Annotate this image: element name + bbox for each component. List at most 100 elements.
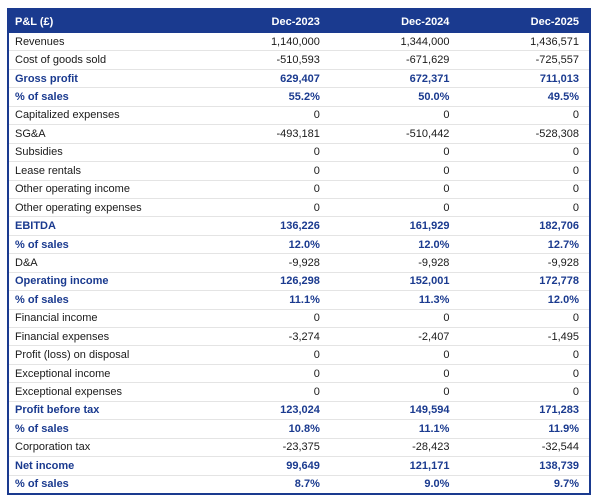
cell-value: 0 (572, 183, 579, 196)
table-row: % of sales 10.8% 11.1% 11.9% (9, 420, 589, 439)
cell-value: 0 (313, 312, 320, 325)
cell-value: 11.1% (289, 293, 320, 306)
cell-value: 0 (443, 146, 450, 159)
table-body: Revenues 1,140,000 1,344,000 1,436,571 Cost … (9, 33, 589, 493)
cell-value: 672,371 (409, 72, 450, 85)
table-row: Lease rentals 0 0 0 (9, 162, 589, 181)
cell-value: 0 (443, 183, 450, 196)
cell-value: 0 (313, 386, 320, 399)
cell-value: 136,226 (280, 220, 320, 233)
cell-value: -510,593 (276, 54, 320, 67)
row-label: % of sales (15, 422, 69, 435)
row-label: Financial income (15, 312, 98, 325)
cell-value: 0 (572, 349, 579, 362)
table-row: Gross profit 629,407 672,371 711,013 (9, 69, 589, 89)
cell-value: -725,557 (535, 54, 579, 67)
cell-value: 9.7% (553, 478, 579, 491)
table-header: P&L (£) Dec-2023 Dec-2024 Dec-2025 (9, 10, 589, 33)
cell-value: 0 (313, 146, 320, 159)
table-row: % of sales 8.7% 9.0% 9.7% (9, 475, 589, 493)
table-row: Profit (loss) on disposal 0 0 0 (9, 346, 589, 365)
cell-value: 12.0% (547, 293, 579, 306)
cell-value: 138,739 (539, 459, 579, 472)
cell-value: 0 (443, 312, 450, 325)
row-label: Financial expenses (15, 330, 110, 343)
column-header: Dec-2023 (271, 15, 320, 28)
cell-value: 11.1% (418, 422, 450, 435)
cell-value: 0 (572, 164, 579, 177)
cell-value: 126,298 (280, 275, 320, 288)
cell-value: 0 (313, 367, 320, 380)
table-row: Exceptional income 0 0 0 (9, 364, 589, 384)
cell-value: -28,423 (412, 441, 450, 454)
cell-value: -9,928 (418, 256, 450, 269)
cell-value: 0 (313, 201, 320, 214)
cell-value: -3,274 (288, 330, 320, 343)
table-row: Revenues 1,140,000 1,344,000 1,436,571 (9, 33, 589, 52)
column-header: Dec-2024 (401, 15, 450, 28)
cell-value: -9,928 (288, 256, 320, 269)
row-label: Operating income (15, 275, 109, 288)
cell-value: 172,778 (539, 275, 579, 288)
column-header: Dec-2025 (530, 15, 579, 28)
cell-value: 161,929 (409, 220, 450, 233)
table-row: Net income 99,649 121,171 138,739 (9, 457, 589, 476)
cell-value: 12.0% (288, 238, 320, 251)
table-row: Subsidies 0 0 0 (9, 143, 589, 163)
table-row: Corporation tax -23,375 -28,423 -32,544 (9, 438, 589, 458)
cell-value: 149,594 (409, 404, 450, 417)
cell-value: 0 (313, 164, 320, 177)
cell-value: 0 (443, 201, 450, 214)
cell-value: -1,495 (547, 330, 579, 343)
cell-value: 55.2% (288, 91, 320, 104)
cell-value: -528,308 (535, 127, 579, 140)
cell-value: 629,407 (280, 72, 320, 85)
row-label: Other operating expenses (15, 201, 142, 214)
table-row: Financial income 0 0 0 (9, 309, 589, 328)
row-label: % of sales (15, 293, 69, 306)
cell-value: 152,001 (409, 275, 450, 288)
table-row: % of sales 12.0% 12.0% 12.7% (9, 235, 589, 255)
cell-value: 0 (313, 183, 320, 196)
row-label: EBITDA (15, 220, 56, 233)
cell-value: 0 (572, 386, 579, 399)
table-row: D&A -9,928 -9,928 -9,928 (9, 254, 589, 273)
cell-value: 0 (572, 367, 579, 380)
cell-value: 123,024 (280, 404, 320, 417)
cell-value: 12.7% (547, 238, 579, 251)
table-row: Cost of goods sold -510,593 -671,629 -725,5… (9, 51, 589, 70)
table-row: % of sales 11.1% 11.3% 12.0% (9, 291, 589, 310)
row-label: % of sales (15, 478, 69, 491)
row-label: % of sales (15, 238, 69, 251)
cell-value: 0 (443, 164, 450, 177)
cell-value: 12.0% (418, 238, 450, 251)
row-label: Subsidies (15, 146, 63, 159)
table-row: % of sales 55.2% 50.0% 49.5% (9, 88, 589, 107)
row-label: Profit (loss) on disposal (15, 349, 130, 362)
row-label: Profit before tax (15, 404, 100, 417)
cell-value: -32,544 (541, 441, 579, 454)
row-label: Revenues (15, 35, 65, 48)
table-row: Financial expenses -3,274 -2,407 -1,495 (9, 328, 589, 347)
cell-value: 1,344,000 (400, 35, 450, 48)
row-label: Gross profit (15, 72, 78, 85)
cell-value: 171,283 (539, 404, 579, 417)
table-title-header: P&L (£) (15, 15, 54, 28)
cell-value: 711,013 (539, 72, 579, 85)
cell-value: 0 (443, 386, 450, 399)
cell-value: 121,171 (409, 459, 450, 472)
cell-value: -510,442 (406, 127, 450, 140)
row-label: Exceptional income (15, 367, 111, 380)
row-label: Net income (15, 459, 75, 472)
row-label: Cost of goods sold (15, 54, 107, 67)
cell-value: 1,140,000 (270, 35, 320, 48)
table-row: Profit before tax 123,024 149,594 171,283 (9, 401, 589, 421)
cell-value: -2,407 (418, 330, 450, 343)
row-label: % of sales (15, 91, 69, 104)
cell-value: 182,706 (539, 220, 579, 233)
cell-value: -671,629 (406, 54, 450, 67)
cell-value: -493,181 (276, 127, 320, 140)
cell-value: 0 (572, 109, 579, 122)
cell-value: 0 (313, 109, 320, 122)
cell-value: 11.9% (548, 422, 579, 435)
